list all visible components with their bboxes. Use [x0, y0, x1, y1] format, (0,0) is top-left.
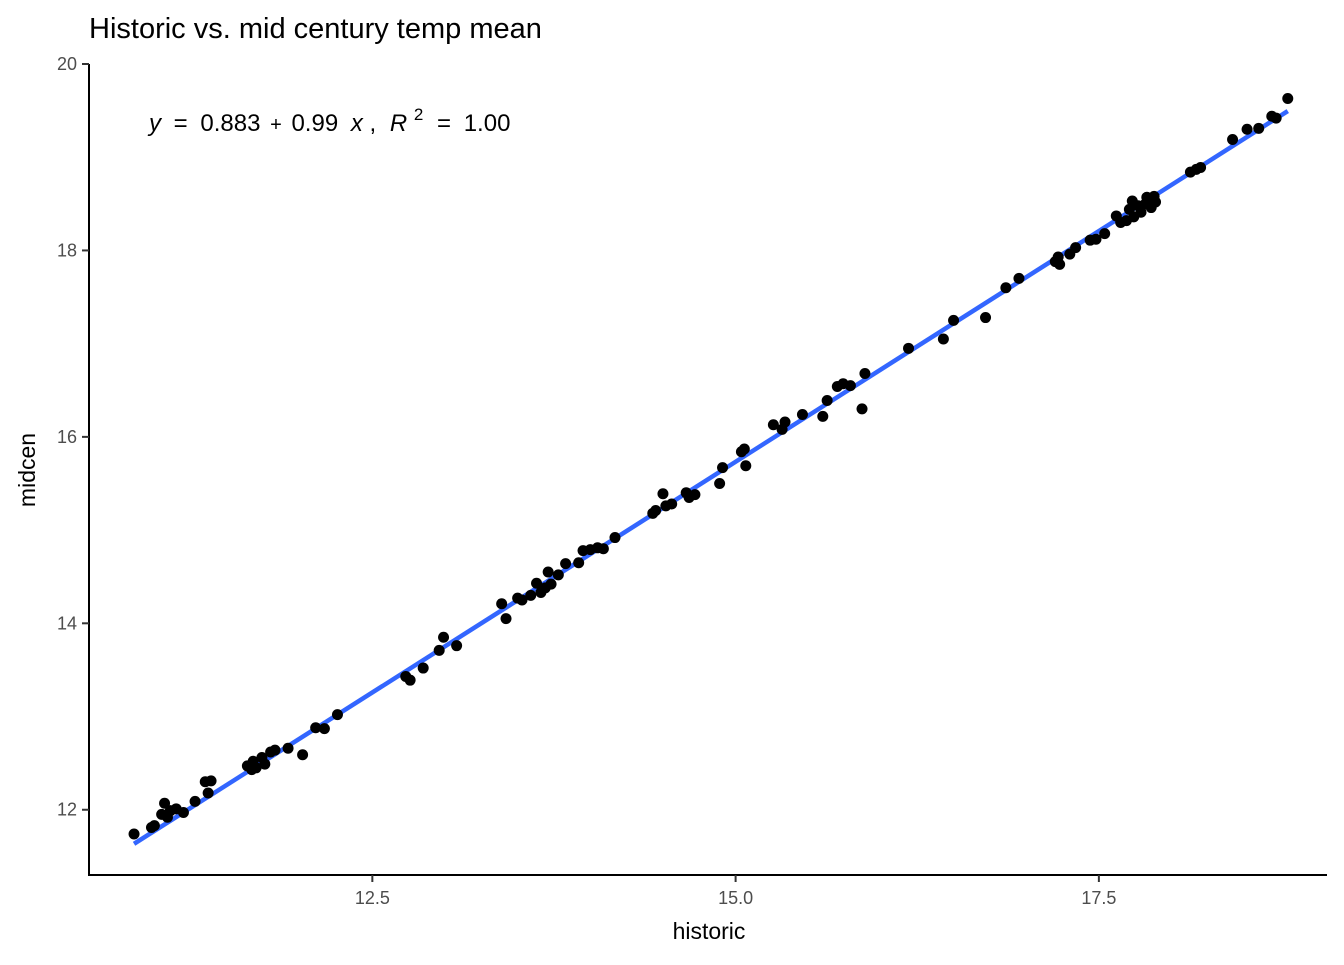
data-point [937, 333, 949, 345]
regression-equation: y = 0.883 + 0.99 x , R 2 = 1.00 [147, 99, 510, 137]
data-point [903, 342, 915, 354]
data-point [738, 443, 750, 455]
eq-plus: + [270, 114, 282, 136]
eq-r2-value: 1.00 [464, 110, 511, 137]
data-point [560, 558, 572, 570]
eq-slope: 0.99 [291, 110, 338, 137]
data-point [666, 498, 678, 510]
y-tick-label: 14 [57, 613, 77, 633]
data-point [496, 598, 508, 610]
points-layer [128, 92, 1294, 840]
data-point [205, 775, 217, 787]
data-point [417, 662, 429, 674]
y-tick-label: 20 [57, 54, 77, 74]
data-point [1241, 123, 1253, 135]
data-point [318, 723, 330, 735]
eq-r-superscript: 2 [414, 105, 423, 124]
data-point [202, 787, 214, 799]
x-tick-label: 12.5 [355, 888, 390, 908]
data-point [259, 758, 271, 770]
data-point [438, 631, 450, 643]
data-point [250, 762, 262, 774]
data-point [128, 828, 140, 840]
data-point [269, 744, 281, 756]
fit-line-layer [132, 109, 1289, 846]
data-point [189, 795, 201, 807]
data-point [148, 820, 160, 832]
data-point [545, 578, 557, 590]
y-tick-label: 16 [57, 427, 77, 447]
data-point [856, 403, 868, 415]
x-tick-label: 17.5 [1081, 888, 1116, 908]
data-point [525, 589, 537, 601]
x-tick-label: 15.0 [718, 888, 753, 908]
y-tick-label: 18 [57, 240, 77, 260]
data-point [1195, 161, 1207, 173]
data-point [1099, 228, 1111, 240]
data-point [1253, 122, 1265, 134]
eq-r-var: R [390, 110, 407, 137]
data-point [1000, 282, 1012, 294]
data-point [282, 742, 294, 754]
data-point [796, 409, 808, 421]
data-point [531, 577, 543, 589]
data-point [859, 367, 871, 379]
data-point [767, 419, 779, 431]
data-point [740, 460, 752, 472]
data-point [500, 613, 512, 625]
data-point [1227, 134, 1239, 146]
y-axis-title: midcen [14, 433, 40, 507]
data-point [1135, 206, 1147, 218]
x-axis-ticks: 12.5 15.0 17.5 [355, 875, 1116, 908]
data-point [159, 797, 171, 809]
data-point [821, 395, 833, 407]
data-point [310, 722, 322, 734]
y-tick-label: 12 [57, 800, 77, 820]
data-point [1070, 242, 1082, 254]
regression-line [132, 109, 1289, 846]
data-point [650, 505, 662, 517]
eq-comma: , [370, 110, 377, 137]
eq-y-var: y [147, 110, 163, 137]
data-point [657, 488, 669, 500]
eq-equals: = [174, 110, 188, 137]
data-point [948, 314, 960, 326]
data-point [177, 807, 189, 819]
data-point [980, 312, 992, 324]
data-point [597, 543, 609, 555]
data-point [573, 557, 585, 569]
data-point [331, 709, 343, 721]
data-point [1150, 196, 1162, 208]
data-point [779, 416, 791, 428]
x-axis-title: historic [673, 918, 746, 944]
data-point [404, 674, 416, 686]
data-point [717, 462, 729, 474]
y-axis-ticks: 12 14 16 18 20 [57, 54, 89, 820]
data-point [1054, 258, 1066, 270]
data-point [297, 749, 309, 761]
data-point [516, 594, 528, 606]
chart-title: Historic vs. mid century temp mean [89, 13, 542, 45]
data-point [451, 640, 463, 652]
data-point [542, 566, 554, 578]
data-point [689, 489, 701, 501]
data-point [1270, 112, 1282, 124]
data-point [1090, 233, 1102, 245]
eq-intercept: 0.883 [200, 110, 260, 137]
data-point [1282, 92, 1294, 104]
data-point [714, 477, 726, 489]
data-point [433, 644, 445, 656]
eq-r2-equals: = [437, 110, 451, 137]
eq-x-var: x [350, 110, 364, 137]
data-point [552, 569, 564, 581]
data-point [844, 380, 856, 392]
data-point [1013, 272, 1025, 284]
data-point [817, 410, 829, 422]
data-point [609, 532, 621, 544]
